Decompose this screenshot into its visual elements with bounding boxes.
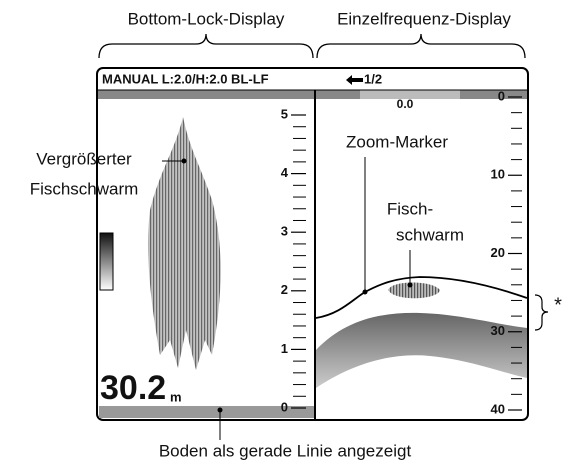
heading-right: Einzelfrequenz-Display <box>337 9 511 28</box>
depth-unit: m <box>170 389 182 404</box>
scale-label: 5 <box>281 106 288 121</box>
heading-left: Bottom-Lock-Display <box>128 9 285 28</box>
annotation: Zoom-Marker <box>346 132 448 151</box>
offset: 0.0 <box>397 97 414 111</box>
color-bar <box>100 233 113 290</box>
scale-label: 1 <box>281 341 288 356</box>
status-mode: MANUAL L:2.0/H:2.0 BL-LF <box>102 71 269 86</box>
scale-label: 3 <box>281 224 288 239</box>
scale-label: 30 <box>491 323 505 338</box>
leader-dot <box>363 290 368 295</box>
status-page: 1/2 <box>364 71 382 86</box>
scale-label: 2 <box>281 282 288 297</box>
annotation: Fisch- <box>387 199 433 218</box>
diagram: Bottom-Lock-Display Einzelfrequenz-Displ… <box>0 0 569 466</box>
leader-dot <box>408 283 413 288</box>
depth-value: 30.2 <box>100 369 166 407</box>
leader-dot <box>182 159 187 164</box>
brace <box>317 34 525 58</box>
scale-label: 10 <box>491 167 505 182</box>
scale-label: 4 <box>281 165 289 180</box>
scale-label: 0 <box>281 399 288 414</box>
annotation: * <box>554 294 562 316</box>
annotation: Boden als gerade Linie angezeigt <box>159 441 412 460</box>
brace <box>535 295 548 330</box>
scale-label: 20 <box>491 245 505 260</box>
scale-label: 0 <box>498 88 505 103</box>
annotation: schwarm <box>396 225 464 244</box>
annotation: Vergrößerter <box>36 149 132 168</box>
scale-label: 40 <box>491 401 505 416</box>
brace <box>99 34 313 58</box>
top-strip <box>98 90 527 99</box>
leader-dot <box>218 408 223 413</box>
annotation: Fischschwarm <box>30 179 139 198</box>
